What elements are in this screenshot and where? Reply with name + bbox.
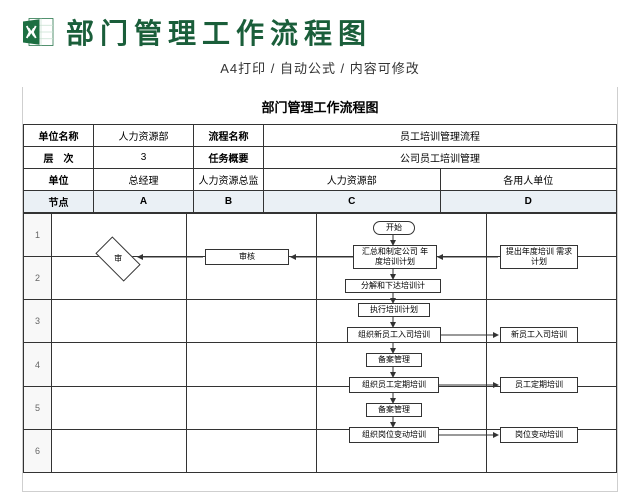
header: X 部门管理工作流程图 (0, 0, 640, 56)
dept-row: 单位 总经理 人力资源总监 人力资源部 各用人单位 (24, 169, 617, 191)
value: 公司员工培训管理 (264, 147, 617, 169)
info-row-1: 单位名称 人力资源部 流程名称 员工培训管理流程 (24, 125, 617, 147)
value: 3 (94, 147, 194, 169)
node-col: D (440, 191, 617, 213)
subtitle: A4打印 / 自动公式 / 内容可修改 (0, 58, 640, 77)
flow-area: 1 2 3 4 5 6 开始 审 (23, 213, 617, 473)
node-col: B (194, 191, 264, 213)
label: 单位名称 (24, 125, 94, 147)
dept-col: 各用人单位 (440, 169, 617, 191)
value: 人力资源部 (94, 125, 194, 147)
info-table: 单位名称 人力资源部 流程名称 员工培训管理流程 层 次 3 任务概要 公司员工… (23, 124, 617, 213)
info-row-2: 层 次 3 任务概要 公司员工培训管理 (24, 147, 617, 169)
label: 流程名称 (194, 125, 264, 147)
svg-text:X: X (27, 26, 35, 40)
page-title: 部门管理工作流程图 (66, 12, 372, 52)
node-col: A (94, 191, 194, 213)
label: 层 次 (24, 147, 94, 169)
value: 员工培训管理流程 (264, 125, 617, 147)
label: 任务概要 (194, 147, 264, 169)
dept-col: 总经理 (94, 169, 194, 191)
sheet-title: 部门管理工作流程图 (23, 87, 617, 124)
node-row: 节点 A B C D (24, 191, 617, 213)
worksheet: 部门管理工作流程图 单位名称 人力资源部 流程名称 员工培训管理流程 层 次 3… (22, 87, 618, 492)
flow-arrows (23, 213, 617, 473)
node-label: 节点 (24, 191, 94, 213)
excel-icon: X (20, 14, 56, 50)
dept-col: 人力资源总监 (194, 169, 264, 191)
dept-label: 单位 (24, 169, 94, 191)
dept-col: 人力资源部 (264, 169, 441, 191)
node-col: C (264, 191, 441, 213)
